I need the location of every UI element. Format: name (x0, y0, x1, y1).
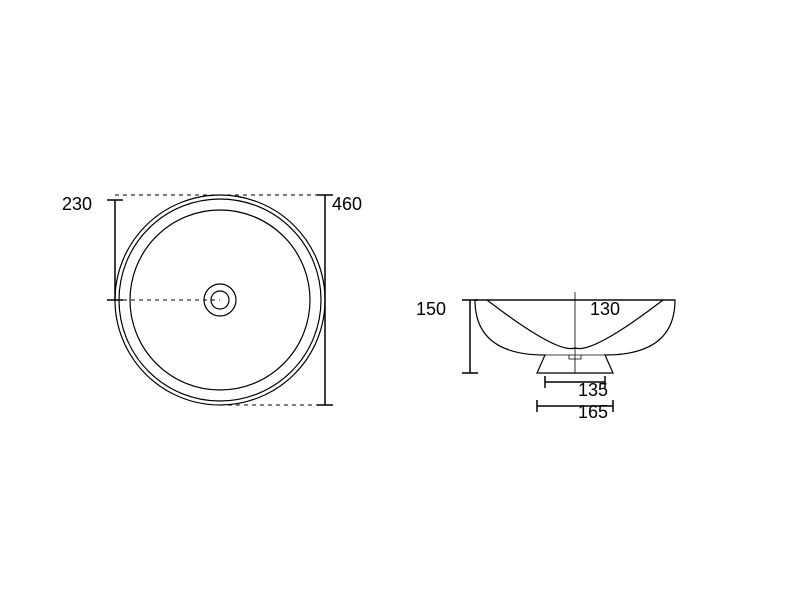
technical-drawing: 230 460 150 130 135165 (0, 0, 800, 600)
dim-135-label: 135 (578, 380, 608, 400)
dim-230-label: 230 (62, 194, 92, 214)
dim-130-label: 130 (590, 299, 620, 319)
dim-165-label: 165 (578, 402, 608, 422)
dim-460-label: 460 (332, 194, 362, 214)
dim-150-label: 150 (416, 299, 446, 319)
